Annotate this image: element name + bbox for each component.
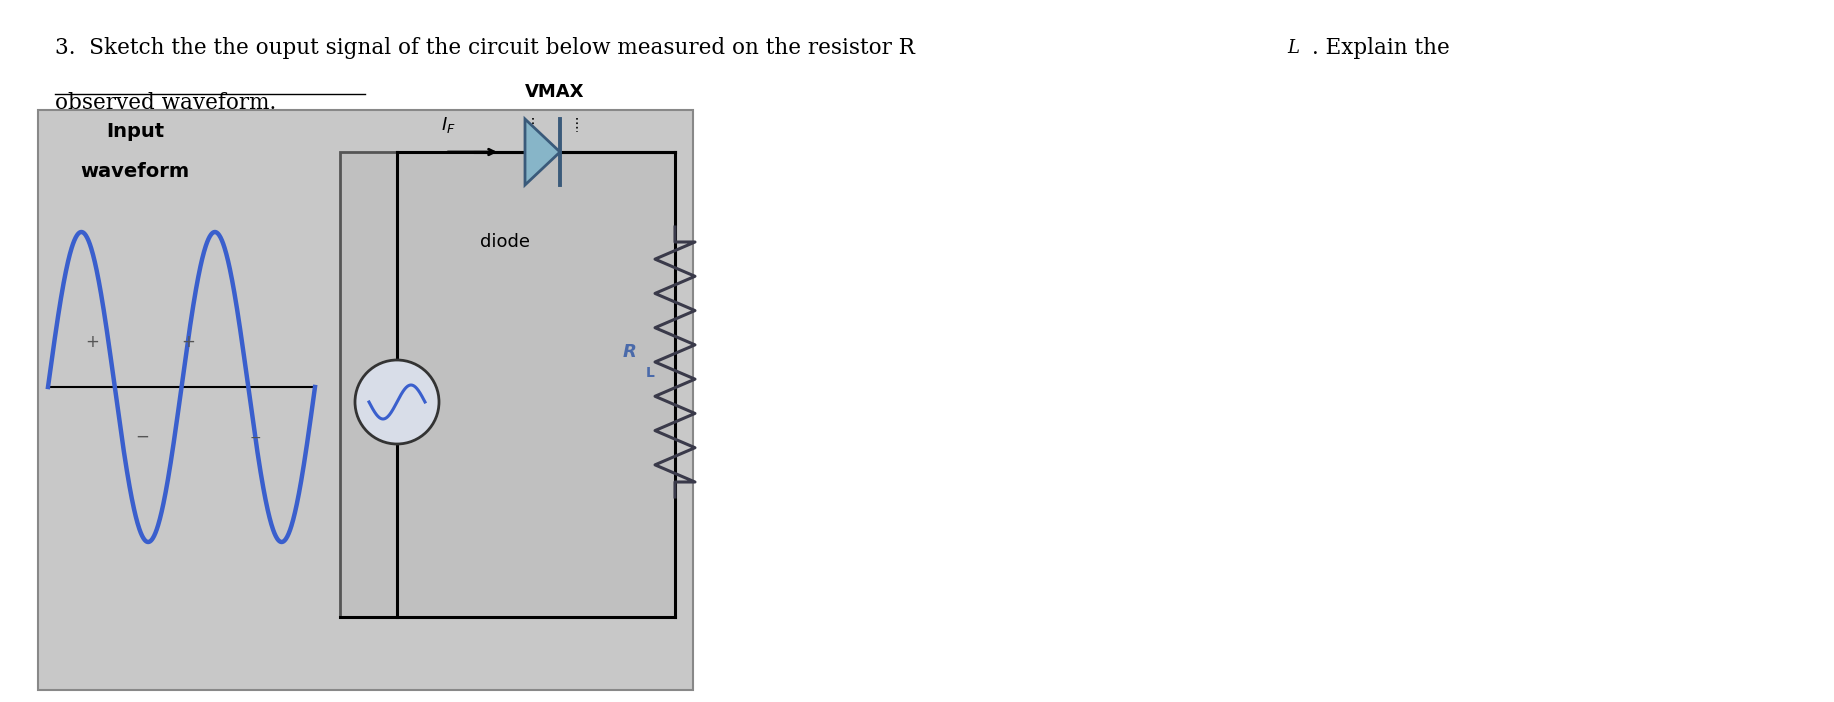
Circle shape	[356, 360, 438, 444]
Text: 3.  Sketch the the ouput signal of the circuit below measured on the resistor R: 3. Sketch the the ouput signal of the ci…	[55, 37, 915, 59]
Text: observed waveform.: observed waveform.	[55, 92, 277, 114]
Text: L: L	[1287, 39, 1298, 57]
Text: . Explain the: . Explain the	[1311, 37, 1449, 59]
Text: L: L	[646, 366, 655, 380]
Polygon shape	[525, 119, 559, 185]
Text: diode: diode	[481, 233, 530, 251]
Text: $I_F$: $I_F$	[440, 115, 455, 135]
Text: +: +	[84, 333, 99, 351]
Text: VMAX: VMAX	[525, 83, 585, 101]
Text: R: R	[624, 343, 636, 361]
Text: Input: Input	[106, 122, 163, 141]
Text: +: +	[182, 333, 194, 351]
FancyBboxPatch shape	[39, 110, 693, 690]
Text: −: −	[249, 431, 260, 445]
FancyBboxPatch shape	[339, 152, 675, 617]
Text: −: −	[136, 428, 149, 446]
Text: waveform: waveform	[81, 162, 189, 181]
